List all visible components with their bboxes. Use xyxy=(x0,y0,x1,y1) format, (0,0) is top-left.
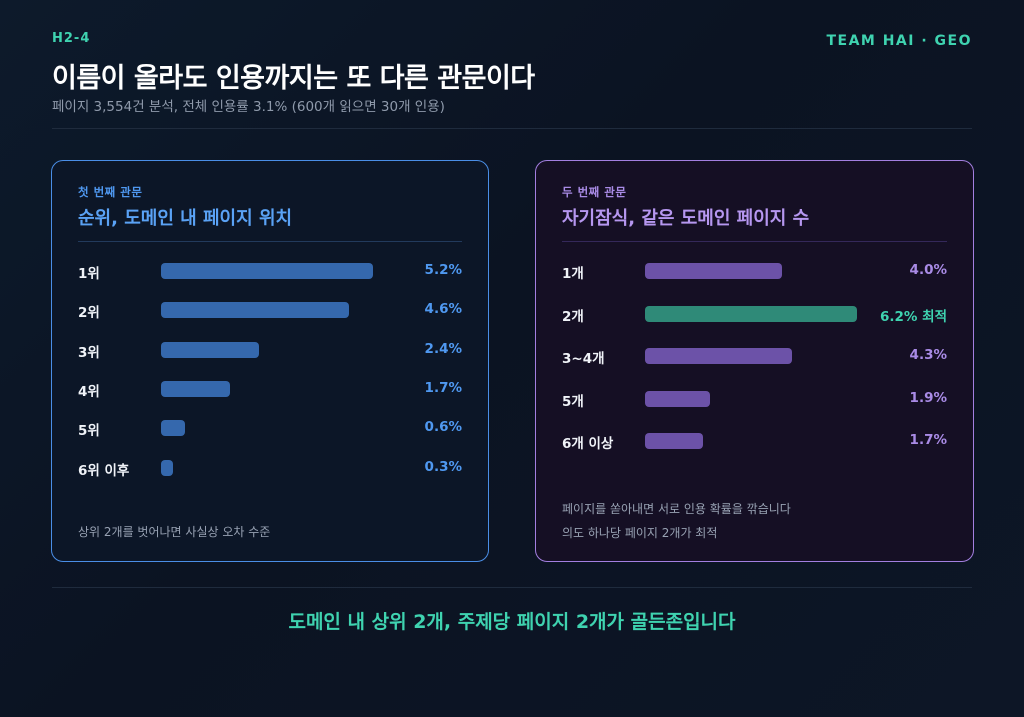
page-count-bar-row: 5개 1.9% xyxy=(536,389,973,410)
rank-bar-row: 2위 4.6% xyxy=(52,300,488,322)
page-count-value-label: 4.3% xyxy=(909,347,947,364)
rank-category-label: 3위 xyxy=(78,344,100,361)
page-count-bar-track xyxy=(645,390,857,407)
bottom-divider xyxy=(52,587,972,588)
top-divider xyxy=(52,128,972,129)
rank-bar-track xyxy=(161,420,373,437)
rank-bar xyxy=(161,459,174,476)
page-title: 이름이 올라도 인용까지는 또 다른 관문이다 xyxy=(52,63,535,94)
brand-label: TEAM HAI · GEO xyxy=(826,33,972,49)
page-count-category-label: 6개 이상 xyxy=(562,436,614,453)
rank-category-label: 2위 xyxy=(78,305,100,322)
cannibalization-panel-kicker: 두 번째 관문 xyxy=(562,185,627,199)
page-count-bar-track xyxy=(645,305,857,322)
page-count-bar xyxy=(645,390,710,407)
rank-category-label: 1위 xyxy=(78,266,100,282)
rank-bar xyxy=(161,263,373,279)
page-count-bar-track xyxy=(645,433,857,450)
page-count-bar xyxy=(645,433,704,450)
rank-panel-heading: 순위, 도메인 내 페이지 위치 xyxy=(78,208,293,229)
page-count-value-label: 1.7% xyxy=(909,432,947,449)
rank-bar-track xyxy=(161,459,373,476)
rank-bar-track xyxy=(161,380,373,397)
page-count-bar-row: 1개 4.0% xyxy=(536,261,973,282)
cannibalization-panel-note-1: 페이지를 쏟아내면 서로 인용 확률을 깎습니다 xyxy=(562,502,791,516)
page-count-bar-row: 2개 6.2% 최적 xyxy=(536,304,973,325)
page-count-bar-row: 3~4개 4.3% xyxy=(536,346,973,368)
rank-bar-row: 4위 1.7% xyxy=(52,379,488,400)
rank-value-label: 1.7% xyxy=(424,379,462,396)
section-code: H2-4 xyxy=(52,31,91,46)
rank-category-label: 4위 xyxy=(78,383,100,400)
rank-bar-track xyxy=(161,341,373,358)
page-count-category-label: 1개 xyxy=(562,266,584,282)
rank-bar xyxy=(161,420,186,437)
page-count-category-label: 2개 xyxy=(562,308,584,325)
page-count-value-label: 4.0% xyxy=(909,262,947,278)
rank-bar-row: 1위 5.2% xyxy=(52,261,488,282)
rank-value-label: 5.2% xyxy=(424,262,462,278)
rank-panel-kicker: 첫 번째 관문 xyxy=(78,185,143,199)
rank-bar-track xyxy=(161,263,373,279)
rank-bar-track xyxy=(161,302,373,319)
page-count-bar xyxy=(645,263,782,279)
rank-panel-divider xyxy=(78,241,462,242)
page-count-bar xyxy=(645,305,857,322)
conclusion-text: 도메인 내 상위 2개, 주제당 페이지 2개가 골든존입니다 xyxy=(288,611,736,633)
page-subtitle: 페이지 3,554건 분석, 전체 인용률 3.1% (600개 읽으면 30개… xyxy=(52,99,445,115)
rank-bar xyxy=(161,341,259,358)
page-count-bar-row: 6개 이상 1.7% xyxy=(536,431,973,453)
rank-bar-row: 5위 0.6% xyxy=(52,418,488,440)
rank-panel: 첫 번째 관문 순위, 도메인 내 페이지 위치 1위 5.2% 2위 4.6% 3위 2… xyxy=(51,160,489,562)
rank-bar-row: 6위 이후 0.3% xyxy=(52,458,488,479)
rank-value-label: 2.4% xyxy=(424,340,462,357)
rank-value-label: 0.3% xyxy=(424,458,462,475)
page-count-category-label: 3~4개 xyxy=(562,351,605,368)
page-count-value-label: 6.2% 최적 xyxy=(880,308,947,325)
page-count-bar-track xyxy=(645,263,857,279)
cannibalization-panel-divider xyxy=(562,241,947,242)
rank-category-label: 5위 xyxy=(78,423,100,440)
rank-category-label: 6위 이후 xyxy=(78,462,130,479)
rank-bar xyxy=(161,380,231,397)
rank-value-label: 0.6% xyxy=(424,419,462,436)
page-count-value-label: 1.9% xyxy=(909,389,947,406)
rank-bar-row: 3위 2.4% xyxy=(52,340,488,361)
rank-value-label: 4.6% xyxy=(424,301,462,318)
page-count-category-label: 5개 xyxy=(562,393,584,410)
rank-panel-note: 상위 2개를 벗어나면 사실상 오차 수준 xyxy=(78,525,271,539)
cannibalization-panel-note-2: 의도 하나당 페이지 2개가 최적 xyxy=(562,526,718,540)
page-count-bar xyxy=(645,348,793,365)
rank-bar xyxy=(161,302,349,319)
page-count-bar-track xyxy=(645,348,857,365)
cannibalization-panel-heading: 자기잠식, 같은 도메인 페이지 수 xyxy=(562,208,810,229)
cannibalization-panel: 두 번째 관문 자기잠식, 같은 도메인 페이지 수 1개 4.0% 2개 6.2% … xyxy=(535,160,974,562)
